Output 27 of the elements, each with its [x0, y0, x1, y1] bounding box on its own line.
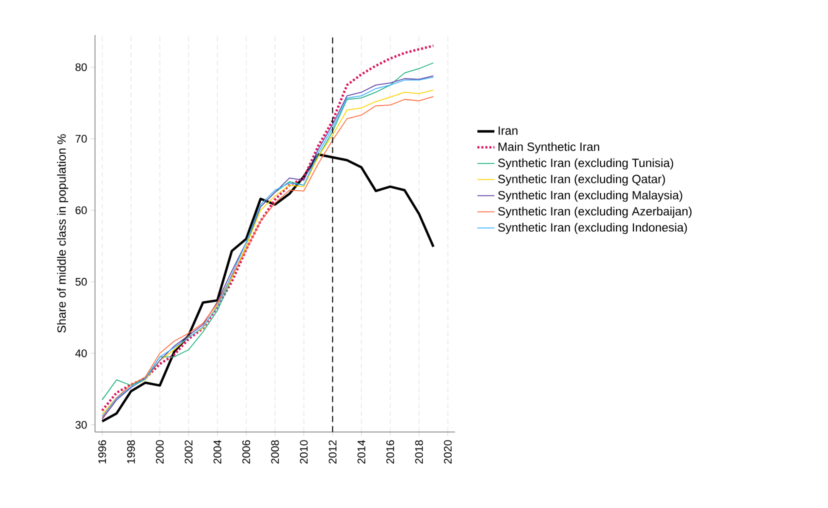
y-tick-label: 60 [76, 206, 87, 214]
x-tick-label: 2012 [328, 440, 336, 464]
y-tick-label: 30 [75, 420, 87, 429]
x-tick-label: 2000 [156, 440, 164, 464]
x-tick-label: 2014 [358, 440, 366, 464]
legend-label: Synthetic Iran (excluding Tunisia) [498, 158, 674, 170]
y-tick-label: 40 [75, 349, 87, 358]
x-tick-label: 1996 [98, 440, 106, 464]
x-tick-label: 2008 [271, 440, 279, 464]
legend-label: Synthetic Iran (excluding Azerbaijan) [498, 206, 692, 218]
x-tick-label: 2016 [386, 440, 394, 464]
y-tick-label: 70 [76, 134, 87, 143]
legend-label: Iran [498, 126, 518, 135]
x-tick-label: 2006 [242, 440, 250, 464]
x-tick-label: 2020 [444, 440, 452, 464]
x-tick-label: 2010 [300, 440, 308, 464]
legend-label: Main Synthetic Iran [498, 142, 600, 154]
x-tick-label: 2018 [415, 440, 423, 464]
y-axis-title: Share of middle class in population % [57, 134, 68, 333]
legend-label: Synthetic Iran (excluding Malaysia) [498, 190, 682, 202]
x-tick-label: 1998 [127, 440, 135, 464]
legend-label: Synthetic Iran (excluding Qatar) [498, 174, 665, 186]
legend-label: Synthetic Iran (excluding Indonesia) [498, 222, 687, 234]
x-tick-label: 2004 [214, 440, 222, 464]
x-tick-label: 2002 [184, 440, 192, 464]
y-tick-label: 50 [75, 278, 87, 286]
y-tick-label: 80 [76, 63, 87, 72]
